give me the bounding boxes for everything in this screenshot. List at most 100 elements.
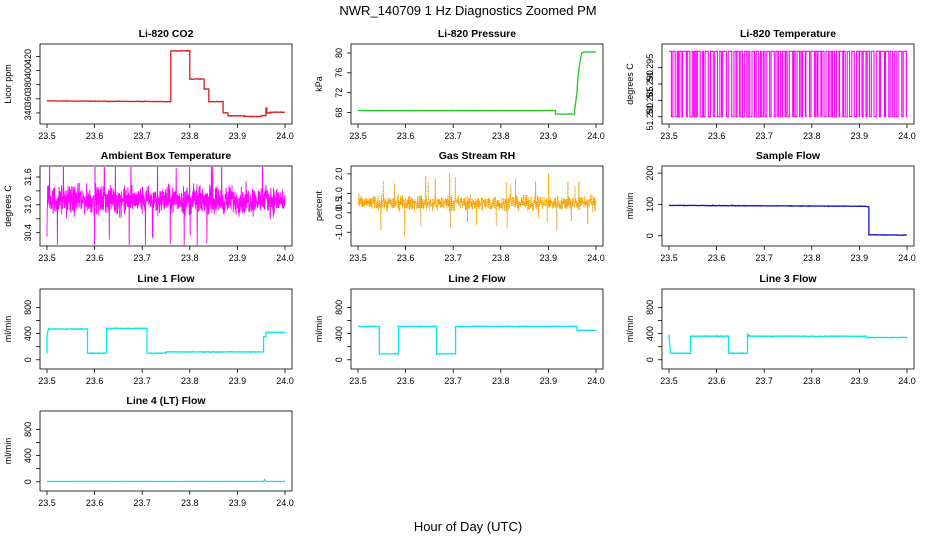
x-tick-label: 23.7 — [133, 253, 151, 263]
x-tick-label: 23.8 — [181, 376, 199, 386]
series-group — [46, 326, 286, 355]
plot-frame — [661, 165, 915, 247]
x-tick-label: 23.7 — [444, 253, 462, 263]
panel-title: Line 1 Flow — [137, 273, 195, 285]
x-tick-label: 23.6 — [708, 376, 726, 386]
plot-frame — [39, 165, 293, 247]
x-tick-label: 24.0 — [276, 376, 294, 386]
x-tick-label: 23.7 — [755, 376, 773, 386]
y-axis-label: degrees C — [3, 185, 13, 227]
x-tick-label: 24.0 — [587, 253, 605, 263]
plot-frame — [350, 288, 604, 370]
plot-frame — [39, 43, 293, 125]
x-tick-label: 23.8 — [181, 131, 199, 141]
x-tick-label: 23.5 — [660, 131, 678, 141]
y-tick-label: 80 — [334, 48, 344, 58]
x-tick-label: 23.7 — [133, 498, 151, 508]
y-tick-label: 360 — [23, 91, 33, 106]
y-tick-label: 2.0 — [334, 168, 344, 181]
x-tick-label: 23.6 — [397, 253, 415, 263]
x-tick-label: 23.8 — [803, 253, 821, 263]
y-tick-label: 800 — [334, 300, 344, 315]
x-tick-label: 23.5 — [38, 376, 56, 386]
y-tick-label: 51.285 — [645, 87, 655, 115]
data-line — [46, 478, 285, 483]
data-line — [357, 325, 597, 356]
x-tick-label: 24.0 — [276, 498, 294, 508]
x-tick-label: 24.0 — [898, 376, 916, 386]
panel-title: Sample Flow — [756, 150, 821, 162]
plot-frame — [39, 410, 293, 492]
data-line — [668, 204, 908, 237]
y-tick-label: 100 — [645, 197, 655, 212]
y-tick-label: 0.0 — [334, 207, 344, 220]
y-axis-label: Licor ppm — [3, 64, 13, 104]
x-tick-label: 24.0 — [276, 131, 294, 141]
chart-panel-9: Line 3 Flow ml/min 23.5 23.6 23.7 23.8 23.9 24.… — [625, 273, 916, 386]
chart-panel-8: Line 2 Flow ml/min 23.5 23.6 23.7 23.8 23.9 24.… — [314, 273, 605, 386]
x-tick-label: 23.8 — [492, 376, 510, 386]
x-tick-label: 23.7 — [133, 131, 151, 141]
x-tick-label: 23.5 — [38, 253, 56, 263]
x-tick-label: 23.9 — [851, 376, 869, 386]
panel-title: Line 3 Flow — [759, 273, 817, 285]
x-tick-label: 24.0 — [587, 131, 605, 141]
y-tick-label: 51.280 — [645, 103, 655, 131]
panel-title: Li-820 Temperature — [740, 28, 836, 40]
x-tick-label: 23.8 — [803, 131, 821, 141]
x-tick-label: 23.9 — [851, 131, 869, 141]
y-tick-label: 0 — [23, 357, 33, 362]
chart-panel-5: Gas Stream RH percent 23.5 23.6 23.7 23.8 23.9… — [314, 150, 605, 263]
y-axis-label: ml/min — [625, 193, 635, 220]
x-tick-label: 23.6 — [86, 253, 104, 263]
x-tick-label: 23.9 — [851, 253, 869, 263]
figure-title: NWR_140709 1 Hz Diagnostics Zoomed PM — [339, 3, 596, 18]
y-axis-label: kPa — [314, 76, 324, 92]
x-tick-label: 23.9 — [229, 498, 247, 508]
x-tick-label: 23.5 — [349, 376, 367, 386]
y-tick-label: 76 — [334, 68, 344, 78]
chart-panel-3: Li-820 Temperature degrees C 23.5 23.6 23.7 2… — [625, 28, 916, 141]
x-tick-label: 23.8 — [492, 253, 510, 263]
y-tick-label: 72 — [334, 88, 344, 98]
x-tick-label: 24.0 — [898, 253, 916, 263]
x-tick-label: 23.9 — [229, 253, 247, 263]
x-tick-label: 23.5 — [38, 131, 56, 141]
chart-panel-7: Line 1 Flow ml/min 23.5 23.6 23.7 23.8 23.9 24.… — [3, 273, 294, 386]
x-tick-label: 23.7 — [755, 131, 773, 141]
y-tick-label: 51.295 — [645, 54, 655, 82]
series-group — [46, 167, 286, 245]
y-axis-label: ml/min — [3, 316, 13, 343]
x-tick-label: 23.5 — [660, 376, 678, 386]
y-axis-label: percent — [314, 190, 324, 221]
plot-frame — [661, 288, 915, 370]
panel-title: Line 4 (LT) Flow — [126, 395, 206, 407]
chart-panel-6: Sample Flow ml/min 23.5 23.6 23.7 23.8 23.9 24.… — [625, 150, 916, 263]
y-tick-label: 0.5 — [334, 197, 344, 210]
data-line — [669, 50, 907, 118]
y-tick-label: 400 — [23, 448, 33, 463]
chart-panel-4: Ambient Box Temperature degrees C 23.5 23.6… — [3, 150, 294, 263]
y-tick-label: 0 — [645, 233, 655, 238]
y-axis-label: ml/min — [314, 316, 324, 343]
x-tick-label: 23.9 — [540, 376, 558, 386]
x-tick-label: 23.5 — [349, 253, 367, 263]
panel-title: Line 2 Flow — [448, 273, 506, 285]
plot-frame — [39, 288, 293, 370]
x-tick-label: 23.7 — [755, 253, 773, 263]
x-tick-label: 23.8 — [803, 376, 821, 386]
y-tick-label: 400 — [334, 326, 344, 341]
x-tick-label: 24.0 — [898, 131, 916, 141]
y-tick-label: 800 — [645, 300, 655, 315]
y-tick-label: 380 — [23, 77, 33, 92]
data-line — [357, 51, 597, 115]
y-tick-label: 1.0 — [334, 187, 344, 200]
y-axis-label: degrees C — [625, 63, 635, 105]
x-tick-label: 23.9 — [229, 376, 247, 386]
y-tick-label: 0 — [645, 357, 655, 362]
y-tick-label: 0 — [334, 357, 344, 362]
data-line — [357, 172, 597, 237]
data-line — [46, 167, 286, 245]
y-tick-label: 31.6 — [23, 168, 33, 186]
x-tick-label: 23.7 — [444, 376, 462, 386]
